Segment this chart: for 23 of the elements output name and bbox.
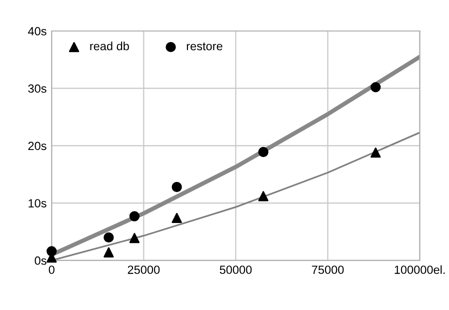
point xyxy=(129,211,140,222)
x-tick-label: 50000 xyxy=(220,266,252,274)
point xyxy=(46,246,57,256)
legend-label: read db xyxy=(90,42,129,50)
x-tick-label: 25000 xyxy=(128,266,160,274)
x-tick-label: 100000el. xyxy=(394,265,445,274)
x-tick-label: 0 xyxy=(48,266,54,274)
point xyxy=(104,247,114,258)
point xyxy=(104,232,114,243)
legend-label: restore xyxy=(186,42,222,50)
y-tick-label: 0s xyxy=(34,256,46,265)
point xyxy=(129,232,140,244)
point xyxy=(172,212,182,224)
point xyxy=(370,82,381,92)
point xyxy=(370,147,381,158)
y-tick-label: 30s xyxy=(28,84,46,93)
point xyxy=(258,146,268,158)
y-tick-label: 40s xyxy=(28,27,46,36)
point xyxy=(258,191,268,202)
y-tick-label: 20s xyxy=(28,142,46,150)
y-tick-label: 10s xyxy=(28,199,46,208)
x-tick-label: 75000 xyxy=(312,266,344,274)
point xyxy=(172,182,182,192)
